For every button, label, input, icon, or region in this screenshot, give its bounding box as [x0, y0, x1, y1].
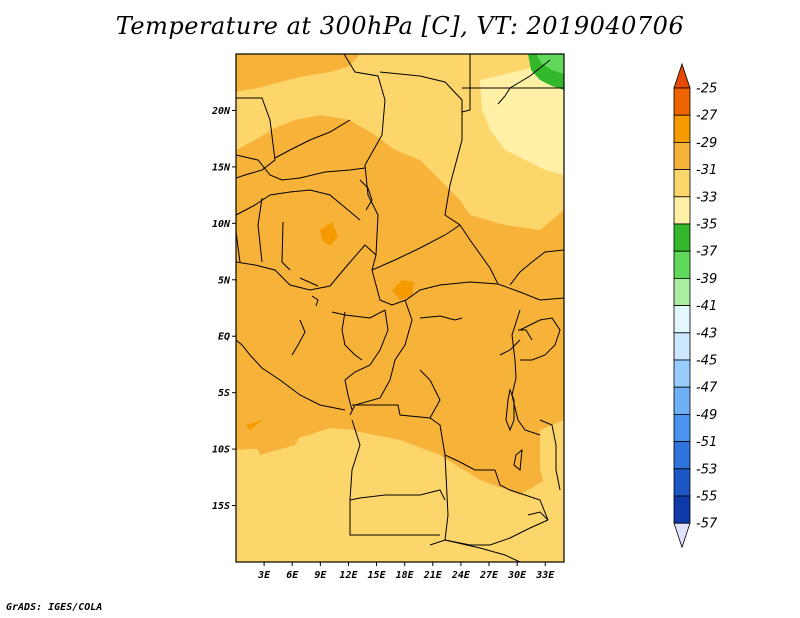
colorbar-label: -27: [696, 109, 718, 124]
lon-tick-label: 12E: [339, 570, 358, 581]
colorbar-label: -37: [696, 245, 718, 260]
lat-tick-label: 20N: [211, 106, 231, 117]
colorbar-swatch: [673, 114, 691, 143]
colorbar-label: -41: [696, 299, 717, 314]
colorbar-swatch: [673, 141, 691, 170]
footer-credit: GrADS: IGES/COLA: [6, 602, 103, 613]
colorbar: -25 -27 -29 -31 -33 -35 -37 -39 -41 -43 -45 -47 -49 -…: [673, 62, 718, 549]
colorbar-label: -25: [696, 82, 717, 97]
lat-tick-label: 15N: [212, 162, 231, 173]
map-title: Temperature at 300hPa [C], VT: 201904070…: [115, 12, 685, 40]
lat-tick-label: 10S: [212, 445, 230, 456]
colorbar-label: -33: [696, 190, 717, 205]
colorbar-swatch: [673, 441, 691, 470]
lon-tick-label: 33E: [535, 570, 555, 581]
colorbar-swatch: [673, 495, 691, 524]
colorbar-label: -35: [696, 218, 717, 233]
colorbar-bottom-arrow: [673, 522, 691, 549]
latitude-axis: 20N 15N 10N 5N EQ 5S 10S 15S: [211, 106, 236, 512]
lon-tick-label: 15E: [368, 570, 387, 581]
colorbar-label: -49: [696, 408, 717, 423]
lon-tick-label: 21E: [423, 570, 443, 581]
colorbar-label: -31: [696, 163, 717, 178]
colorbar-swatch: [673, 196, 691, 225]
colorbar-label: -57: [696, 517, 718, 532]
colorbar-swatch: [673, 223, 691, 252]
colorbar-swatch: [673, 169, 691, 198]
lat-tick-label: 15S: [212, 501, 230, 512]
lat-tick-label: 5S: [218, 388, 230, 399]
lon-tick-label: 6E: [286, 570, 299, 581]
country-borders: [236, 54, 564, 562]
temperature-field: [236, 54, 564, 562]
colorbar-label: -45: [696, 354, 717, 369]
colorbar-swatch: [673, 386, 691, 415]
lat-tick-label: 10N: [212, 219, 231, 230]
colorbar-label: -39: [696, 272, 717, 287]
colorbar-top-arrow: [673, 62, 691, 89]
colorbar-swatch: [673, 413, 691, 442]
colorbar-label: -53: [696, 462, 717, 477]
colorbar-swatch: [673, 277, 691, 306]
map-frame: [235, 53, 565, 563]
colorbar-label: -43: [696, 326, 717, 341]
colorbar-swatch: [673, 359, 691, 388]
colorbar-swatch: [673, 332, 691, 361]
colorbar-label: -47: [696, 381, 718, 396]
lon-tick-label: 27E: [479, 570, 499, 581]
colorbar-label: -55: [696, 490, 717, 505]
colorbar-swatch: [673, 250, 691, 279]
colorbar-swatch: [673, 87, 691, 116]
lon-tick-label: 24E: [451, 570, 471, 581]
lat-tick-label: EQ: [218, 332, 230, 343]
colorbar-label: -51: [696, 435, 717, 450]
colorbar-swatch: [673, 305, 691, 334]
colorbar-swatch: [673, 468, 691, 497]
lon-tick-label: 3E: [257, 570, 271, 581]
lon-tick-label: 18E: [396, 570, 415, 581]
colorbar-label: -29: [696, 136, 717, 151]
lon-tick-label: 30E: [507, 570, 527, 581]
lat-tick-label: 5N: [218, 275, 231, 286]
lon-tick-label: 9E: [314, 570, 327, 581]
longitude-axis: 3E 6E 9E 12E 15E 18E 21E 24E 27E 30E 33E: [257, 562, 555, 581]
